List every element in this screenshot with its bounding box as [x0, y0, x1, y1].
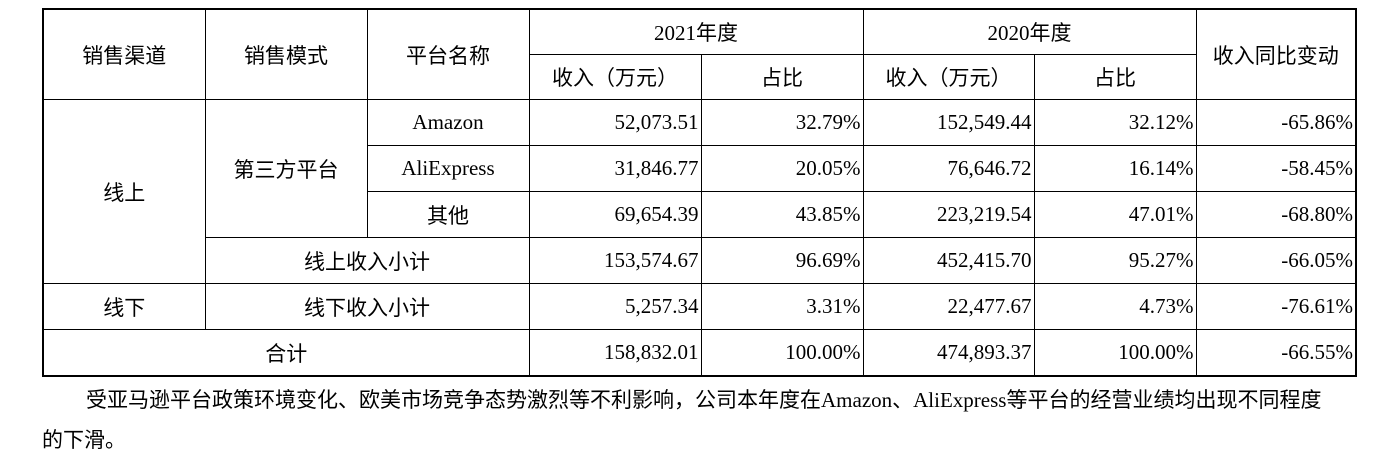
- value-cell: 4.73%: [1033, 283, 1197, 330]
- value-cell: 100.00%: [1033, 329, 1197, 377]
- value-cell: 69,654.39: [528, 191, 702, 238]
- header-cell: 平台名称: [366, 8, 530, 100]
- value-cell: 153,574.67: [528, 237, 702, 284]
- paragraph: 受亚马逊平台政策环境变化、欧美市场竞争态势激烈等不利影响，公司本年度在Amazo…: [42, 388, 1322, 452]
- value-cell: -65.86%: [1195, 99, 1357, 146]
- label-cell: 线下收入小计: [204, 283, 530, 330]
- value-cell: 31,846.77: [528, 145, 702, 192]
- value-cell: 76,646.72: [862, 145, 1035, 192]
- header-cell: 收入（万元）: [528, 54, 702, 100]
- value-cell: 95.27%: [1033, 237, 1197, 284]
- value-cell: -66.55%: [1195, 329, 1357, 377]
- value-cell: 22,477.67: [862, 283, 1035, 330]
- header-cell: 收入（万元）: [862, 54, 1035, 100]
- header-cell: 收入同比变动: [1195, 8, 1357, 100]
- label-cell: 其他: [366, 191, 530, 238]
- value-cell: -58.45%: [1195, 145, 1357, 192]
- header-cell: 销售渠道: [42, 8, 206, 100]
- value-cell: 16.14%: [1033, 145, 1197, 192]
- value-cell: 96.69%: [700, 237, 864, 284]
- value-cell: 223,219.54: [862, 191, 1035, 238]
- label-cell: 线上收入小计: [204, 237, 530, 284]
- revenue-table: 销售渠道 销售模式 平台名称 2021年度 2020年度 收入同比变动 收入（万…: [42, 8, 1357, 377]
- label-cell: AliExpress: [366, 145, 530, 192]
- value-cell: 474,893.37: [862, 329, 1035, 377]
- value-cell: 32.79%: [700, 99, 864, 146]
- header-cell: 占比: [700, 54, 864, 100]
- header-cell: 销售模式: [204, 8, 368, 100]
- channel-cell: 线下: [42, 283, 206, 330]
- channel-cell: 线上: [42, 99, 206, 284]
- value-cell: 452,415.70: [862, 237, 1035, 284]
- value-cell: 20.05%: [700, 145, 864, 192]
- value-cell: -66.05%: [1195, 237, 1357, 284]
- value-cell: 158,832.01: [528, 329, 702, 377]
- mode-cell: 第三方平台: [204, 99, 368, 238]
- value-cell: -76.61%: [1195, 283, 1357, 330]
- value-cell: -68.80%: [1195, 191, 1357, 238]
- value-cell: 43.85%: [700, 191, 864, 238]
- header-cell: 占比: [1033, 54, 1197, 100]
- header-cell: 2020年度: [862, 8, 1197, 55]
- value-cell: 47.01%: [1033, 191, 1197, 238]
- header-cell: 2021年度: [528, 8, 864, 55]
- label-cell: Amazon: [366, 99, 530, 146]
- value-cell: 3.31%: [700, 283, 864, 330]
- value-cell: 100.00%: [700, 329, 864, 377]
- value-cell: 152,549.44: [862, 99, 1035, 146]
- value-cell: 5,257.34: [528, 283, 702, 330]
- value-cell: 32.12%: [1033, 99, 1197, 146]
- label-cell: 合计: [42, 329, 530, 377]
- value-cell: 52,073.51: [528, 99, 702, 146]
